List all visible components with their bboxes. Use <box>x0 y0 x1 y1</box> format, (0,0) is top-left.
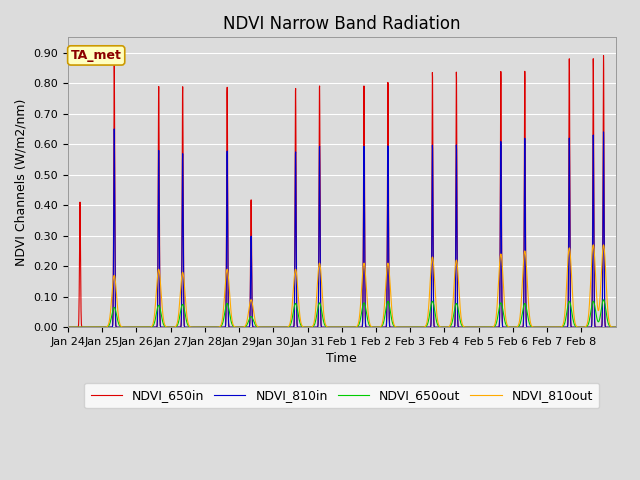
NDVI_650in <box>460 324 468 330</box>
NDVI_650out <box>612 324 620 330</box>
NDVI_810in <box>412 324 420 330</box>
NDVI_810out <box>495 271 503 277</box>
NDVI_810in <box>612 324 620 330</box>
Line: NDVI_650in: NDVI_650in <box>68 56 616 327</box>
NDVI_810out <box>600 242 607 248</box>
NDVI_650out <box>412 324 420 330</box>
NDVI_650out <box>495 307 503 312</box>
Title: NDVI Narrow Band Radiation: NDVI Narrow Band Radiation <box>223 15 461 33</box>
NDVI_650out <box>528 324 536 330</box>
NDVI_810in <box>64 324 72 330</box>
NDVI_650out <box>176 311 184 317</box>
Y-axis label: NDVI Channels (W/m2/nm): NDVI Channels (W/m2/nm) <box>15 98 28 266</box>
NDVI_810in <box>605 324 613 330</box>
NDVI_810out <box>176 293 184 299</box>
Text: TA_met: TA_met <box>71 49 122 62</box>
NDVI_650in <box>177 324 184 330</box>
NDVI_810in <box>460 324 468 330</box>
NDVI_810in <box>177 324 184 330</box>
NDVI_810out <box>412 324 420 330</box>
NDVI_650out <box>600 297 607 302</box>
NDVI_650in <box>64 324 72 330</box>
NDVI_650in <box>600 53 607 59</box>
NDVI_810out <box>528 323 536 329</box>
NDVI_650out <box>64 324 72 330</box>
Line: NDVI_650out: NDVI_650out <box>68 300 616 327</box>
NDVI_650in <box>606 324 614 330</box>
NDVI_650out <box>605 323 613 329</box>
Line: NDVI_810out: NDVI_810out <box>68 245 616 327</box>
NDVI_810out <box>605 321 613 326</box>
NDVI_650in <box>612 324 620 330</box>
NDVI_650in <box>131 324 138 330</box>
NDVI_810in <box>110 126 118 132</box>
X-axis label: Time: Time <box>326 352 357 365</box>
NDVI_810out <box>612 324 620 330</box>
NDVI_650in <box>528 324 536 330</box>
NDVI_650in <box>495 324 503 329</box>
NDVI_650in <box>412 324 420 330</box>
NDVI_810in <box>495 324 503 330</box>
Line: NDVI_810in: NDVI_810in <box>68 129 616 327</box>
NDVI_810in <box>528 324 536 330</box>
NDVI_810out <box>460 324 468 330</box>
Legend: NDVI_650in, NDVI_810in, NDVI_650out, NDVI_810out: NDVI_650in, NDVI_810in, NDVI_650out, NDV… <box>84 383 599 408</box>
NDVI_810out <box>64 324 72 330</box>
NDVI_650out <box>460 324 468 330</box>
